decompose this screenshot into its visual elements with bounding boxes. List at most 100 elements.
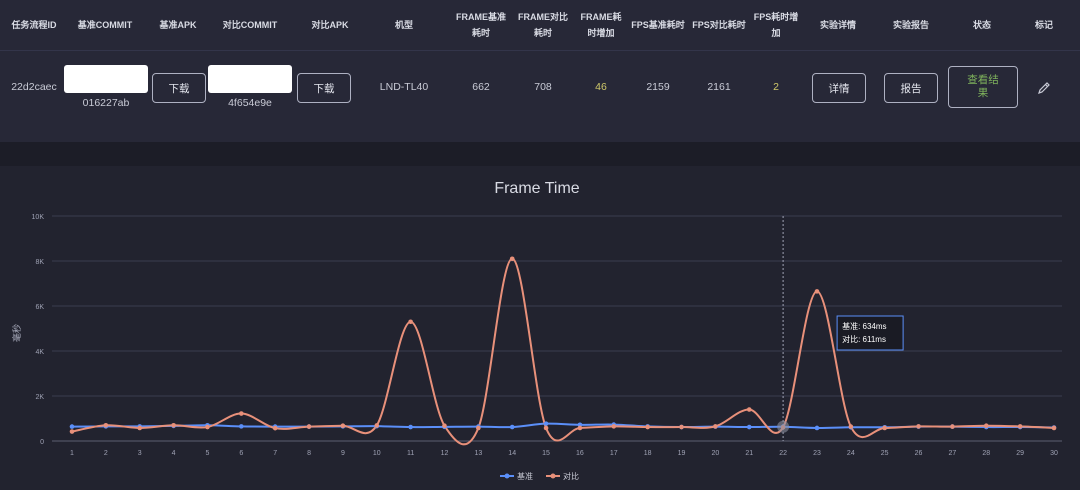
legend-label: 对比 <box>563 471 579 481</box>
data-point <box>645 424 650 430</box>
header-frame-base-line2: 耗时 <box>471 28 490 38</box>
header-detail: 实验详情 <box>819 20 856 30</box>
header-cmp-commit: 对比COMMIT <box>222 20 278 30</box>
header-frame-inc-line1: FRAME耗 <box>580 12 622 22</box>
data-point <box>69 424 75 429</box>
view-result-button[interactable]: 查看结 果 <box>948 66 1018 108</box>
cell-fps-base: 2159 <box>646 81 670 93</box>
data-point <box>950 424 955 429</box>
header-report: 实验报告 <box>892 20 929 30</box>
data-point <box>746 424 752 430</box>
pencil-icon[interactable] <box>1036 80 1052 96</box>
hover-point-highlight <box>777 420 790 433</box>
x-tick-label: 13 <box>474 450 482 457</box>
data-point <box>611 424 617 429</box>
data-point <box>340 423 346 429</box>
header-fps-inc-line2: 加 <box>771 28 781 38</box>
x-tick-label: 23 <box>813 450 821 457</box>
header-fps-inc-line1: FPS耗时增 <box>753 12 799 22</box>
x-tick-label: 12 <box>441 450 449 457</box>
x-tick-label: 10 <box>373 450 381 457</box>
data-point <box>814 289 820 294</box>
frame-time-chart-panel: Frame Time 毫秒 0 2K 4K 6K 8K 10K 1 2 3 4 5 6 7 8 9 10 11 1… <box>0 166 1080 485</box>
x-tick-label: 29 <box>1016 450 1024 457</box>
cell-fps-cmp: 2161 <box>707 81 731 93</box>
data-point <box>69 429 75 434</box>
header-frame-base-line1: FRAME基准 <box>456 12 506 22</box>
data-point <box>408 319 413 325</box>
data-point <box>171 422 176 428</box>
header-fps-cmp: FPS对比耗时 <box>692 20 746 30</box>
legend-marker-dot <box>504 473 510 479</box>
x-tick-label: 22 <box>779 450 787 457</box>
data-point <box>476 425 481 431</box>
data-point <box>239 411 244 416</box>
header-model: 机型 <box>394 20 413 30</box>
header-fps-inc: FPS耗时增 加 <box>748 0 804 50</box>
cell-fps-inc: 2 <box>773 81 779 93</box>
x-tick-label: 20 <box>711 450 719 457</box>
data-point <box>509 424 515 430</box>
header-mark: 标记 <box>1034 20 1053 30</box>
cell-base-commit: 016227ab <box>64 62 148 112</box>
y-tick-label: 10K <box>32 214 45 221</box>
experiment-table: 任务流程ID 基准COMMIT 基准APK 对比COMMIT 对比APK 机型 … <box>0 0 1080 142</box>
x-tick-label: 1 <box>70 450 74 457</box>
header-divider <box>0 50 1080 51</box>
legend-marker-dot <box>550 473 556 479</box>
x-tick-label: 7 <box>273 450 277 457</box>
x-tick-label: 24 <box>847 450 855 457</box>
data-point <box>509 256 515 262</box>
base-commit-text: 016227ab <box>82 97 130 109</box>
data-point <box>882 425 887 431</box>
data-point <box>137 425 143 431</box>
data-point <box>205 424 210 430</box>
header-frame-cmp-line2: 耗时 <box>533 28 552 38</box>
x-tick-label: 30 <box>1050 450 1058 457</box>
data-point <box>543 421 549 426</box>
y-tick-label: 0 <box>40 439 44 446</box>
data-point <box>306 424 312 429</box>
series-line-compare <box>71 257 1055 446</box>
download-base-apk-button[interactable]: 下载 <box>152 73 206 103</box>
cell-task-id: 22d2caec <box>11 81 57 93</box>
cell-frame-base: 662 <box>472 81 490 93</box>
data-point <box>679 424 684 430</box>
x-tick-label: 5 <box>205 450 209 457</box>
y-tick-label: 6K <box>35 304 44 311</box>
data-point <box>916 424 921 429</box>
chart-title: Frame Time <box>494 180 579 197</box>
x-tick-label: 26 <box>915 450 923 457</box>
data-point <box>983 423 989 429</box>
header-frame-inc-line2: 时增加 <box>587 28 615 38</box>
header-frame-cmp: FRAME对比 耗时 <box>514 0 572 50</box>
x-tick-label: 27 <box>949 450 957 457</box>
y-tick-label: 4K <box>35 349 44 356</box>
data-point <box>272 425 278 431</box>
x-tick-label: 17 <box>610 450 618 457</box>
download-cmp-apk-button[interactable]: 下载 <box>297 73 351 103</box>
y-axis-label: 毫秒 <box>11 324 22 342</box>
detail-button[interactable]: 详情 <box>812 73 866 103</box>
data-point <box>1017 424 1023 429</box>
x-tick-label: 6 <box>239 450 243 457</box>
data-point <box>814 425 820 431</box>
view-result-label-2: 果 <box>977 87 989 99</box>
tooltip-line-compare: 对比: 611ms <box>842 334 886 344</box>
header-frame-base: FRAME基准 耗时 <box>448 0 514 50</box>
data-point <box>713 424 718 429</box>
data-point <box>1051 425 1057 431</box>
data-point <box>543 425 549 431</box>
header-cmp-apk: 对比APK <box>311 20 349 30</box>
data-point <box>408 424 413 430</box>
header-fps-base: FPS基准耗时 <box>631 20 685 30</box>
section-gap <box>0 142 1080 166</box>
report-button[interactable]: 报告 <box>884 73 938 103</box>
redacted-block <box>208 65 292 93</box>
cell-model: LND-TL40 <box>379 81 429 93</box>
data-point <box>374 423 380 428</box>
x-tick-label: 4 <box>172 450 176 457</box>
y-tick-label: 8K <box>35 259 44 266</box>
x-tick-label: 8 <box>307 450 311 457</box>
